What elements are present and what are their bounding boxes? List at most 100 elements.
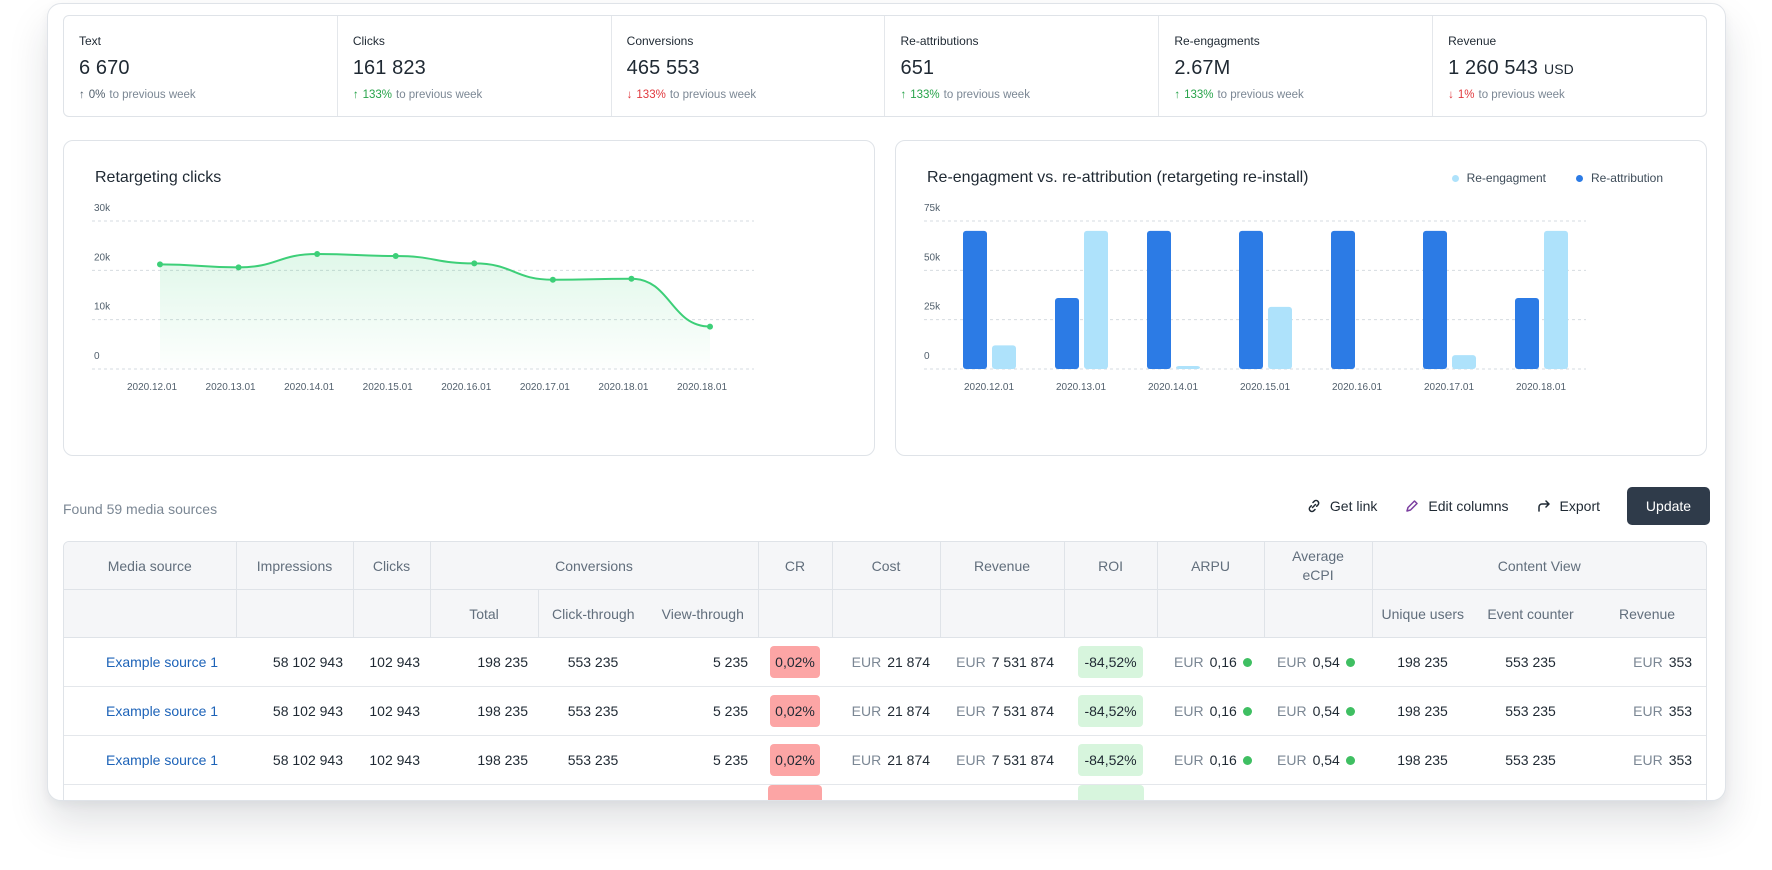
legend-item-re-engagment[interactable]: Re-engagment (1451, 171, 1546, 185)
retargeting-clicks-chart: 30k 20k 10k 0 2020.12.01 2020.13.01 2020.14.01… (92, 203, 754, 393)
data-point (235, 264, 242, 271)
dashboard-window: Text 6 670 ↑ 0% to previous week Clicks 16… (47, 3, 1726, 801)
col-event-counter[interactable]: Event counter (1473, 589, 1589, 638)
status-dot-icon (1242, 658, 1252, 667)
y-tick-label: 75k (924, 203, 941, 214)
kpi-re-attributions[interactable]: Re-attributions 651 ↑ 133% to previous wee… (885, 16, 1160, 116)
link-icon (1306, 498, 1322, 514)
kpi-value: 1 260 543 USD (1448, 57, 1574, 79)
cr-badge-partial (768, 785, 823, 800)
get-link-button[interactable]: Get link (1306, 498, 1377, 514)
cell-cr: 0,02% (758, 735, 833, 785)
x-tick-label: 2020.12.01 (964, 382, 1014, 393)
cell-arpu: EUR 0,16 (1157, 637, 1265, 687)
cell-roi: -84,52% (1064, 686, 1158, 736)
table-row[interactable]: Example source 1 58 102 943 102 943 198 … (64, 686, 1706, 736)
data-point (471, 260, 478, 267)
cell-cost: EUR 21 874 (832, 735, 941, 785)
media-source-link[interactable]: Example source 1 (64, 637, 236, 687)
col-content-view-revenue[interactable]: Revenue (1588, 589, 1706, 638)
kpi-text[interactable]: Text 6 670 ↑ 0% to previous week (64, 16, 338, 116)
cell-impressions: 58 102 943 (236, 735, 353, 785)
cell-clicks: 102 943 (353, 637, 430, 687)
data-point (707, 323, 713, 330)
cell-revenue: EUR 7 531 874 (940, 637, 1065, 687)
col-conversions-total[interactable]: Total (430, 589, 539, 638)
col-roi[interactable]: ROI (1064, 542, 1158, 590)
kpi-label: Conversions (626, 34, 694, 48)
cell-view-through: 5 235 (648, 686, 759, 736)
kpi-change: ↑ 133% to previous week (1174, 89, 1304, 101)
data-point (157, 261, 163, 268)
update-button[interactable]: Update (1627, 487, 1710, 525)
x-tick-label: 2020.15.01 (363, 382, 413, 393)
share-arrow-icon (1536, 498, 1552, 514)
kpi-clicks[interactable]: Clicks 161 823 ↑ 133% to previous week (338, 16, 612, 116)
cell-ecpi: EUR 0,54 (1264, 686, 1373, 736)
media-source-link[interactable]: Example source 1 (64, 735, 236, 785)
roi-badge: -84,52% (1078, 646, 1143, 678)
bar (1515, 297, 1539, 369)
media-source-link[interactable]: Example source 1 (64, 686, 236, 736)
col-conversions-click-through[interactable]: Click-through (538, 589, 648, 638)
y-tick-label: 0 (924, 351, 930, 362)
header-spacer (832, 589, 941, 638)
bar (1239, 230, 1263, 369)
cell-ecpi: EUR 0,54 (1264, 735, 1373, 785)
kpi-label: Re-engagments (1174, 34, 1260, 48)
cr-badge: 0,02% (770, 744, 820, 776)
x-tick-label: 2020.15.01 (1240, 382, 1290, 393)
roi-badge-partial (1077, 785, 1144, 800)
cell-clicks: 102 943 (353, 735, 430, 785)
table-row[interactable]: Example source 1 58 102 943 102 943 198 … (64, 637, 1706, 687)
cell-click-through: 553 235 (538, 637, 648, 687)
reengagement-card: Re-engagment vs. re-attribution (retarge… (895, 140, 1707, 456)
col-cr[interactable]: CR (758, 542, 833, 590)
col-media-source[interactable]: Media source (64, 542, 237, 590)
col-average-ecpi[interactable]: Average eCPI (1264, 542, 1373, 590)
kpi-conversions[interactable]: Conversions 465 553 ↓ 133% to previous wee… (612, 16, 886, 116)
cell-event-counter: 553 235 (1473, 686, 1589, 736)
kpi-label: Clicks (352, 34, 385, 48)
roi-badge: -84,52% (1078, 744, 1143, 776)
col-unique-users[interactable]: Unique users (1372, 589, 1474, 638)
col-arpu[interactable]: ARPU (1157, 542, 1265, 590)
x-tick-label: 2020.13.01 (206, 382, 256, 393)
table-row[interactable]: Example source 1 58 102 943 102 943 198 … (64, 735, 1706, 785)
legend-item-re-attribution[interactable]: Re-attribution (1575, 171, 1663, 185)
kpi-re-engagments[interactable]: Re-engagments 2.67M ↑ 133% to previous wee… (1159, 16, 1434, 116)
kpi-change: ↑ 0% to previous week (79, 89, 196, 101)
bar (1452, 355, 1476, 369)
cell-click-through: 553 235 (538, 686, 648, 736)
cell-view-through: 5 235 (648, 735, 759, 785)
kpi-value: 651 (900, 57, 935, 79)
x-tick-label: 2020.17.01 (1424, 382, 1474, 393)
col-conversions-view-through[interactable]: View-through (648, 589, 759, 638)
kpi-change: ↓ 133% to previous week (626, 89, 757, 101)
col-conversions[interactable]: Conversions (430, 542, 759, 590)
col-impressions[interactable]: Impressions (236, 542, 354, 590)
kpi-change: ↑ 133% to previous week (352, 89, 483, 101)
media-sources-table: Media source Impressions Clicks Conversi… (64, 542, 1706, 800)
data-point (549, 276, 556, 283)
export-button[interactable]: Export (1536, 498, 1600, 514)
col-clicks[interactable]: Clicks (353, 542, 431, 590)
data-point (628, 275, 635, 282)
cell-unique-users: 198 235 (1372, 735, 1474, 785)
edit-columns-button[interactable]: Edit columns (1404, 498, 1509, 514)
y-tick-label: 30k (94, 203, 111, 214)
col-revenue[interactable]: Revenue (940, 542, 1065, 590)
cell-revenue: EUR 7 531 874 (940, 686, 1065, 736)
col-cost[interactable]: Cost (832, 542, 941, 590)
col-content-view[interactable]: Content View (1372, 542, 1706, 590)
kpi-change: ↓ 1% to previous week (1448, 89, 1565, 101)
retargeting-clicks-card: Retargeting clicks 30k 20k 10k 0 2020.12.01 2… (63, 140, 875, 456)
reengagement-bar-chart: 75k 50k 25k 0 2020.12.01 2020.13.01 2020.14.01… (924, 203, 1586, 393)
cell-clicks: 102 943 (353, 686, 430, 736)
bar (963, 230, 987, 369)
roi-badge: -84,52% (1078, 695, 1143, 727)
header-spacer (353, 589, 431, 638)
kpi-revenue[interactable]: Revenue 1 260 543 USD ↓ 1% to previous week (1433, 16, 1706, 116)
bar (1147, 230, 1171, 369)
status-dot-icon (1242, 756, 1252, 765)
